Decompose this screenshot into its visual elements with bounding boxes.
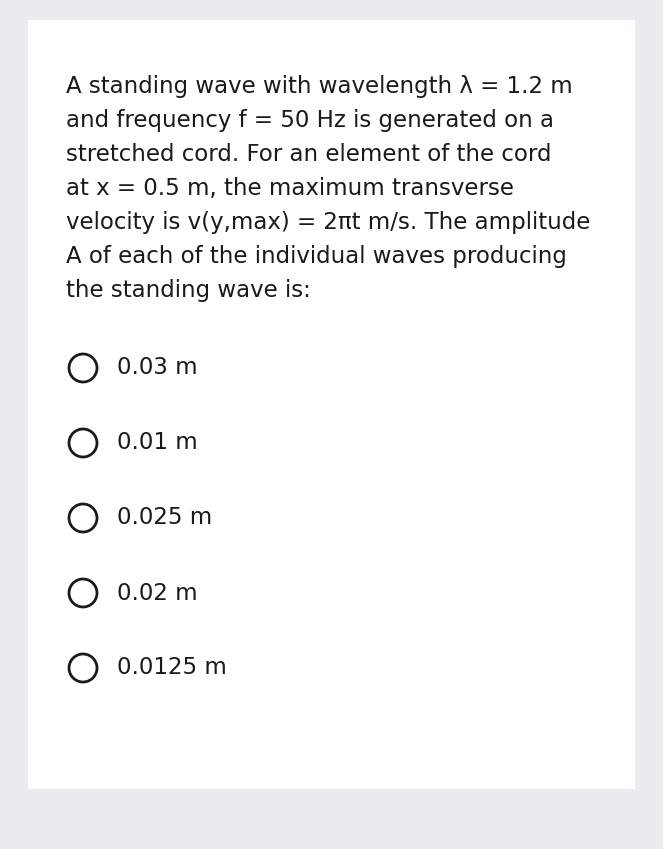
Text: 0.025 m: 0.025 m <box>117 507 212 530</box>
Text: at x = 0.5 m, the maximum transverse: at x = 0.5 m, the maximum transverse <box>66 177 514 200</box>
Text: A of each of the individual waves producing: A of each of the individual waves produc… <box>66 245 567 268</box>
Text: the standing wave is:: the standing wave is: <box>66 279 311 302</box>
FancyBboxPatch shape <box>20 12 643 797</box>
Text: 0.02 m: 0.02 m <box>117 582 198 604</box>
Text: stretched cord. For an element of the cord: stretched cord. For an element of the co… <box>66 143 552 166</box>
Text: and frequency f = 50 Hz is generated on a: and frequency f = 50 Hz is generated on … <box>66 109 554 132</box>
Text: velocity is v(y,max) = 2πt m/s. The amplitude: velocity is v(y,max) = 2πt m/s. The ampl… <box>66 211 590 234</box>
Text: 0.01 m: 0.01 m <box>117 431 198 454</box>
Text: A standing wave with wavelength λ = 1.2 m: A standing wave with wavelength λ = 1.2 … <box>66 75 573 98</box>
Text: 0.03 m: 0.03 m <box>117 357 198 380</box>
Text: 0.0125 m: 0.0125 m <box>117 656 227 679</box>
